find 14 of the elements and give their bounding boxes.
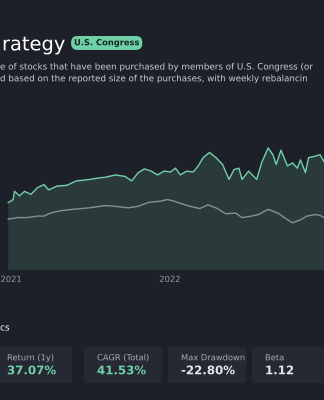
text: cs <box>0 325 10 331</box>
text: 1.12 <box>266 365 294 374</box>
text: Beta <box>266 354 284 360</box>
text: -22.80% <box>182 365 235 374</box>
x-tick-label: 2022 <box>160 276 180 282</box>
text: Max Drawdown <box>182 354 244 360</box>
text: CAGR (Total) <box>97 354 149 362</box>
text: 37.07% <box>8 365 56 374</box>
text: 41.53% <box>98 365 146 374</box>
text: U.S. Congress <box>74 39 140 48</box>
text: Return (1y) <box>8 354 54 362</box>
chart-subtitle: e of stocks that have been purchased by members of U.S. Congress (or d based on the reported size of the purchases, with weekly rebalancin <box>0 62 313 84</box>
chart-title: rategy <box>4 36 65 54</box>
x-tick-label: 2021 <box>1 276 21 282</box>
